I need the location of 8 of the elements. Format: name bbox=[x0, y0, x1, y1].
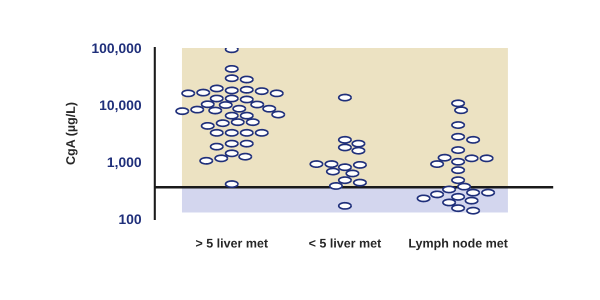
x-tick-label: Lymph node met bbox=[409, 238, 508, 250]
x-tick-label: > 5 liver met bbox=[196, 238, 268, 248]
y-tick-label: 10,000 bbox=[100, 100, 142, 112]
y-tick-label: 100,000 bbox=[92, 43, 142, 56]
y-axis-title: CgA (µg/L) bbox=[66, 102, 78, 164]
y-tick-label: 1,000 bbox=[108, 157, 142, 170]
x-tick-label: < 5 liver met bbox=[309, 238, 382, 248]
y-tick-label: 100 bbox=[119, 214, 142, 224]
